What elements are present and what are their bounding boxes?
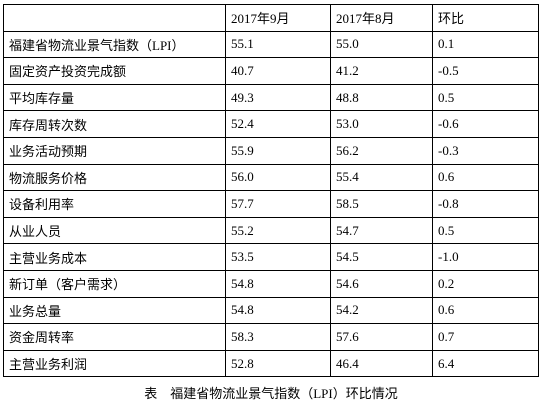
table-row: 库存周转次数 52.4 53.0 -0.6 [3,110,539,138]
table-row: 固定资产投资完成额 40.7 41.2 -0.5 [3,57,539,85]
table-row: 从业人员 55.2 54.7 0.5 [3,216,539,245]
table-row: 业务总量 54.8 54.2 0.6 [3,296,539,325]
table-cell: 0.2 [432,269,539,298]
table-cell: 0.6 [432,163,539,192]
row-label: 业务活动预期 [3,136,226,165]
table-row: 平均库存量 49.3 48.8 0.5 [3,83,539,112]
table-row: 资金周转率 58.3 57.6 0.7 [3,323,539,351]
row-label: 主营业务利润 [3,349,226,378]
header-cell: 环比 [432,4,539,32]
table-cell: 54.8 [225,296,331,325]
table-cell: 53.0 [330,110,433,138]
table-cell: 54.8 [225,269,331,298]
table-cell: 55.1 [225,30,331,59]
data-table: 2017年9月 2017年8月 环比 福建省物流业景气指数（LPI） 55.1 55.0 0… [3,4,539,378]
table-cell: 52.4 [225,110,331,138]
table-cell: 0.6 [432,296,539,325]
table-cell: 6.4 [432,349,539,378]
table-cell: 53.5 [225,243,331,271]
table-cell: 58.3 [225,323,331,351]
row-label: 主营业务成本 [3,243,226,271]
row-label: 福建省物流业景气指数（LPI） [3,30,226,59]
table-cell: 46.4 [330,349,433,378]
table-row: 业务活动预期 55.9 56.2 -0.3 [3,136,539,165]
table-caption: 表 福建省物流业景气指数（LPI）环比情况 [144,386,398,401]
header-cell: 2017年8月 [330,4,433,32]
row-label: 库存周转次数 [3,110,226,138]
table-cell: -0.6 [432,110,539,138]
table-cell: -1.0 [432,243,539,271]
table-cell: -0.8 [432,190,539,218]
table-body: 2017年9月 2017年8月 环比 福建省物流业景气指数（LPI） 55.1 55.0 0… [3,4,539,378]
table-cell: 56.0 [225,163,331,192]
table-cell: 54.2 [330,296,433,325]
table-row: 主营业务利润 52.8 46.4 6.4 [3,349,539,378]
table-cell: 52.8 [225,349,331,378]
table-cell: 54.6 [330,269,433,298]
table-cell: 58.5 [330,190,433,218]
table-cell: 0.1 [432,30,539,59]
table-cell: 40.7 [225,57,331,85]
row-label: 新订单（客户需求） [3,269,226,298]
header-cell: 2017年9月 [225,4,331,32]
table-cell: 0.5 [432,216,539,245]
row-label: 设备利用率 [3,190,226,218]
table-cell: 57.6 [330,323,433,351]
row-label: 业务总量 [3,296,226,325]
row-label: 平均库存量 [3,83,226,112]
header-row: 2017年9月 2017年8月 环比 [3,4,539,32]
table-cell: 54.7 [330,216,433,245]
table-row: 福建省物流业景气指数（LPI） 55.1 55.0 0.1 [3,30,539,59]
header-cell [3,4,226,32]
row-label: 物流服务价格 [3,163,226,192]
table-cell: 55.2 [225,216,331,245]
table-cell: 55.9 [225,136,331,165]
table-row: 物流服务价格 56.0 55.4 0.6 [3,163,539,192]
table-row: 主营业务成本 53.5 54.5 -1.0 [3,243,539,271]
table-cell: 0.7 [432,323,539,351]
table-cell: 57.7 [225,190,331,218]
table-cell: 55.0 [330,30,433,59]
row-label: 从业人员 [3,216,226,245]
table-cell: 0.5 [432,83,539,112]
table-row: 设备利用率 57.7 58.5 -0.8 [3,190,539,218]
table-cell: 55.4 [330,163,433,192]
table-cell: -0.3 [432,136,539,165]
table-cell: 48.8 [330,83,433,112]
row-label: 资金周转率 [3,323,226,351]
table-cell: 56.2 [330,136,433,165]
row-label: 固定资产投资完成额 [3,57,226,85]
table-cell: 54.5 [330,243,433,271]
table-row: 新订单（客户需求） 54.8 54.6 0.2 [3,269,539,298]
table-cell: -0.5 [432,57,539,85]
table-cell: 41.2 [330,57,433,85]
table-cell: 49.3 [225,83,331,112]
